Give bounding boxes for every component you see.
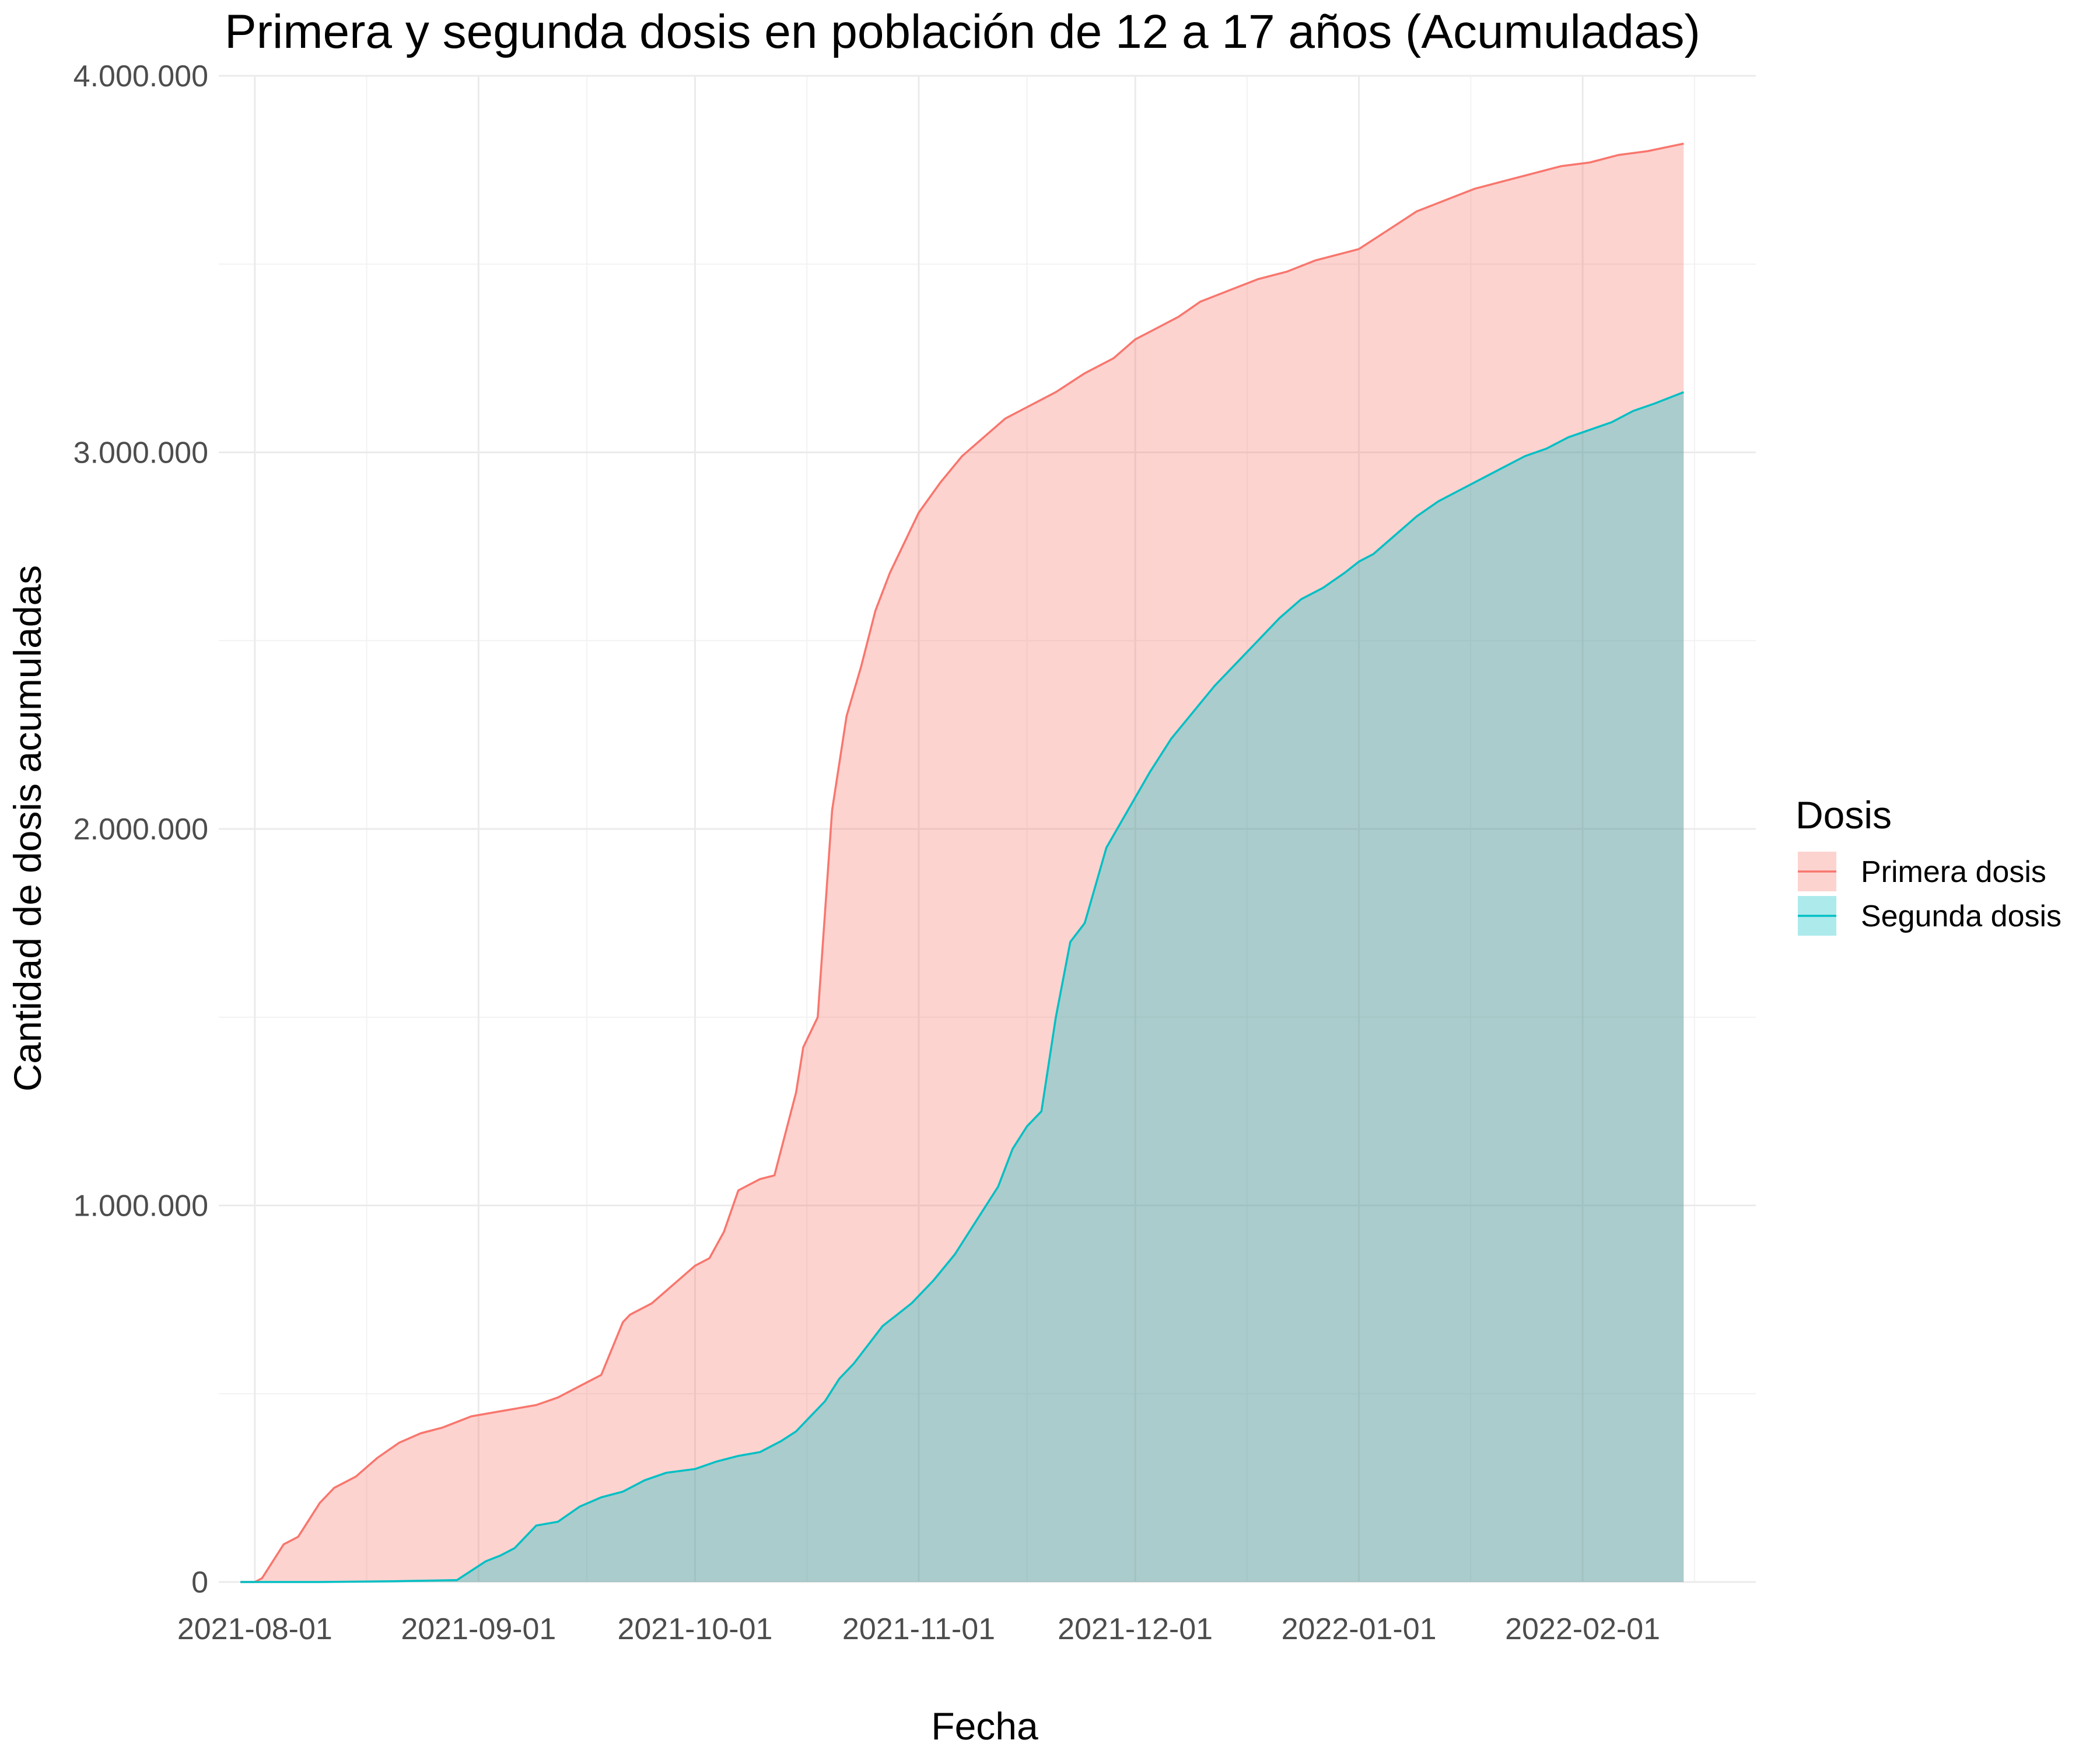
y-tick-labels: 0 1.000.000 2.000.000 3.000.000 4.000.000 xyxy=(74,60,208,1600)
y-tick-label: 1.000.000 xyxy=(74,1189,208,1223)
x-tick-label: 2021-08-01 xyxy=(177,1612,332,1646)
y-tick-label: 0 xyxy=(191,1566,208,1600)
x-tick-label: 2021-12-01 xyxy=(1058,1612,1213,1646)
y-tick-label: 2.000.000 xyxy=(74,813,208,846)
series-areas xyxy=(240,144,1684,1583)
legend: Dosis Primera dosis Segunda dosis xyxy=(1796,793,2062,936)
line-segunda-dosis xyxy=(240,391,1684,1583)
line-primera-dosis xyxy=(240,142,1684,1583)
chart-title: Primera y segunda dosis en población de … xyxy=(225,5,1700,58)
area-segunda-dosis xyxy=(240,392,1684,1583)
legend-title: Dosis xyxy=(1796,793,1892,836)
x-tick-label: 2022-02-01 xyxy=(1505,1612,1660,1646)
y-tick-label: 3.000.000 xyxy=(74,436,208,470)
x-axis-title: Fecha xyxy=(931,1704,1038,1748)
x-tick-label: 2022-01-01 xyxy=(1282,1612,1437,1646)
series-lines xyxy=(240,142,1684,1583)
area-primera-dosis xyxy=(240,144,1684,1583)
grid-lines xyxy=(219,75,1756,1583)
x-tick-label: 2021-11-01 xyxy=(842,1612,995,1646)
y-axis-title: Cantidad de dosis acumuladas xyxy=(6,565,49,1092)
x-tick-label: 2021-10-01 xyxy=(617,1612,772,1646)
x-tick-label: 2021-09-01 xyxy=(401,1612,556,1646)
y-tick-label: 4.000.000 xyxy=(74,60,208,93)
legend-label-primera-dosis: Primera dosis xyxy=(1861,855,2046,889)
legend-label-segunda-dosis: Segunda dosis xyxy=(1861,900,2062,933)
x-tick-labels: 2021-08-01 2021-09-01 2021-10-01 2021-11-01… xyxy=(177,1612,1660,1646)
